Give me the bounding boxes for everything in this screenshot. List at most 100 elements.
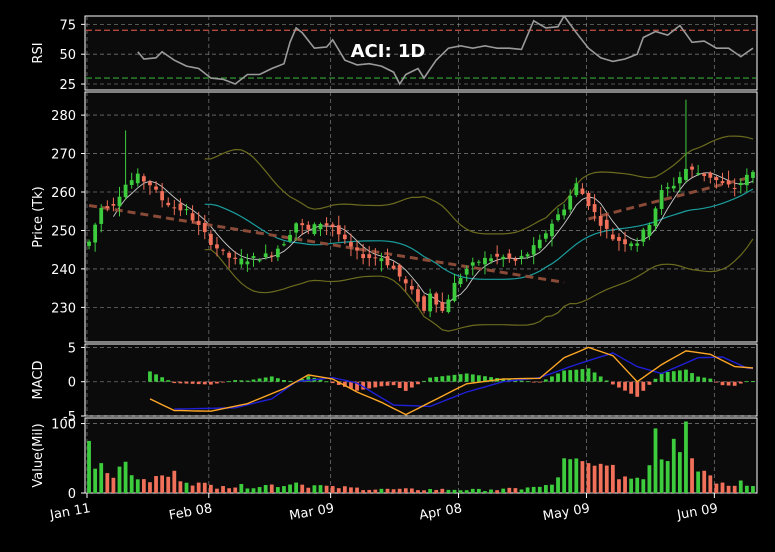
candle-body [416, 289, 420, 302]
macd-histogram-bar [251, 379, 256, 382]
xtick-label: Jun 09 [675, 501, 719, 523]
value-bar [537, 486, 542, 493]
candle-body [208, 233, 213, 245]
macd-histogram-bar [537, 381, 542, 383]
value-bar [543, 485, 548, 493]
value-bar [732, 485, 737, 493]
candle-body [738, 182, 743, 186]
macd-histogram-bar [269, 376, 274, 382]
bollinger-lower [204, 238, 754, 332]
macd-histogram-bar [154, 374, 158, 382]
value-bar [373, 489, 378, 493]
value-bar [306, 487, 311, 493]
macd-histogram-bar [221, 381, 225, 383]
ytick-label-macd: 0 [68, 376, 76, 391]
macd-histogram-bar [367, 381, 372, 389]
value-bar [355, 487, 359, 493]
value-bar [397, 488, 402, 493]
candle-body [99, 207, 104, 224]
macd-histogram-bar [361, 381, 366, 390]
candle-body [154, 186, 158, 190]
value-bar [690, 458, 694, 493]
value-bar [452, 489, 457, 493]
value-bar [653, 428, 658, 493]
xtick-label: Jan 11 [48, 501, 92, 523]
value-bar [105, 473, 110, 493]
macd-histogram-bar [190, 381, 195, 384]
candle-body [294, 223, 299, 233]
macd-histogram-bar [409, 381, 414, 388]
candle-body [227, 252, 232, 258]
macd-histogram-bar [525, 381, 530, 383]
value-bar [702, 470, 707, 493]
ytick-label-rsi: 75 [59, 18, 76, 33]
candle-body [215, 244, 219, 249]
candle-body [257, 260, 262, 262]
value-bar [349, 487, 353, 493]
candle-body [665, 187, 670, 189]
panel-macd [84, 343, 758, 417]
value-bar [129, 475, 134, 493]
value-bar [592, 465, 597, 493]
macd-histogram-bar [385, 381, 390, 386]
macd-histogram-bar [751, 381, 755, 382]
value-bar [135, 479, 140, 493]
value-bar [531, 486, 536, 493]
trend-line [588, 175, 754, 221]
candle-body [355, 247, 359, 251]
macd-histogram-bar [391, 381, 396, 386]
macd-histogram-bar [732, 381, 737, 386]
macd-histogram-bar [202, 381, 207, 385]
macd-histogram-bar [702, 377, 707, 382]
macd-histogram-bar [641, 381, 646, 391]
value-bar [409, 488, 414, 493]
value-bar [671, 438, 676, 493]
candle-body [135, 173, 140, 184]
ylabel-macd: MACD [31, 361, 46, 400]
ytick-label-value: 100 [51, 418, 76, 433]
macd-histogram-bar [324, 381, 329, 383]
candle-body [476, 261, 481, 263]
ytick-label-price: 270 [51, 148, 76, 163]
candle-body [129, 180, 134, 185]
candle-body [604, 219, 609, 229]
candle-body [464, 268, 469, 275]
candle-body [141, 176, 146, 182]
macd-histogram-bar [148, 371, 152, 382]
candle-body [647, 224, 652, 236]
macd-histogram-bar [239, 380, 244, 382]
value-bar [751, 486, 755, 493]
value-bar [446, 489, 451, 493]
macd-histogram-bar [434, 376, 439, 382]
value-bar [629, 478, 634, 493]
candle-body [361, 254, 366, 259]
trend-line [88, 203, 565, 284]
value-bar [141, 479, 146, 493]
candle-body [263, 253, 268, 258]
macd-histogram-bar [440, 376, 445, 382]
value-bar [684, 421, 688, 493]
macd-histogram-bar [684, 369, 688, 382]
candle-body [751, 171, 755, 178]
macd-histogram-bar [379, 381, 384, 387]
macd-histogram-bar [623, 381, 627, 391]
value-bar [483, 491, 487, 493]
macd-histogram-bar [610, 381, 615, 385]
candle-body [458, 277, 463, 284]
candle-body [470, 262, 475, 266]
macd-histogram-bar [671, 371, 676, 382]
candle-body [422, 296, 426, 311]
macd-histogram-bar [696, 376, 701, 382]
candle-body [623, 239, 627, 245]
candle-body [178, 203, 183, 211]
candle-body [671, 185, 676, 189]
candle-body [592, 204, 597, 213]
macd-histogram-bar [501, 378, 506, 382]
ytick-label-price: 230 [51, 301, 76, 316]
value-bar [251, 488, 256, 493]
macd-histogram-bar [476, 375, 481, 382]
candle-body [391, 265, 396, 269]
candle-body [330, 224, 335, 228]
macd-histogram-bar [184, 381, 189, 384]
macd-histogram-bar [543, 379, 548, 382]
